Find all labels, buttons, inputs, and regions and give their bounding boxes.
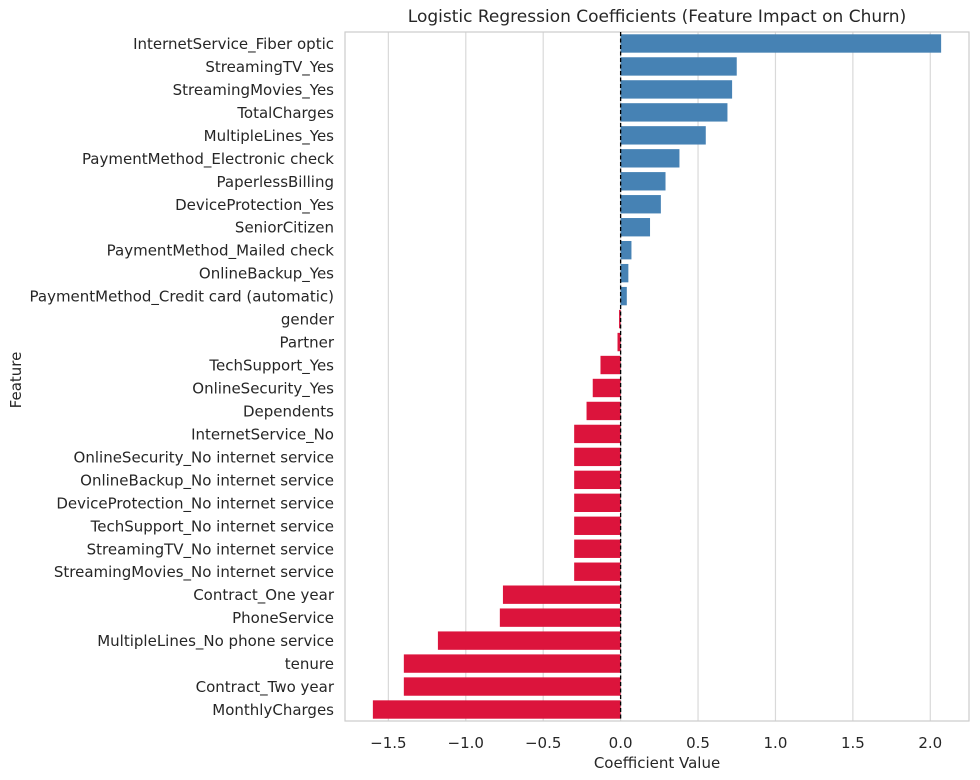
y-tick-label: StreamingTV_No internet service — [87, 540, 334, 559]
y-tick-label: DeviceProtection_Yes — [175, 196, 334, 215]
bar — [620, 57, 737, 76]
y-tick-label: TechSupport_No internet service — [90, 517, 334, 536]
y-tick-label: OnlineSecurity_No internet service — [74, 448, 334, 467]
y-tick-label: OnlineSecurity_Yes — [192, 379, 334, 398]
bar — [437, 631, 621, 650]
y-tick-label: OnlineBackup_Yes — [199, 265, 334, 284]
bar — [574, 562, 621, 581]
bar — [620, 263, 629, 283]
bar — [620, 218, 651, 237]
bar — [574, 470, 621, 490]
y-tick-label: StreamingMovies_No internet service — [54, 563, 334, 582]
bar — [574, 539, 621, 558]
bar — [403, 654, 621, 673]
y-tick-label: PaperlessBilling — [217, 173, 335, 191]
bar — [372, 700, 621, 719]
bar — [620, 103, 728, 122]
bar — [586, 401, 621, 421]
x-axis-label: Coefficient Value — [594, 754, 720, 772]
bar — [574, 447, 621, 467]
bar — [620, 172, 666, 191]
x-tick-label: −1.5 — [370, 734, 406, 752]
y-tick-label: MonthlyCharges — [212, 701, 334, 719]
y-tick-label: DeviceProtection_No internet service — [56, 494, 334, 513]
bar — [619, 309, 621, 329]
bar — [620, 126, 706, 145]
y-axis-label: Feature — [7, 352, 25, 409]
y-tick-label: MultipleLines_Yes — [204, 127, 335, 146]
y-tick-label: TechSupport_Yes — [208, 357, 334, 376]
y-tick-label: StreamingMovies_Yes — [173, 81, 335, 100]
y-tick-label: TotalCharges — [236, 104, 334, 122]
x-tick-labels: −1.5 −1.0 −0.5 0.0 0.5 1.0 1.5 2.0 — [370, 734, 942, 752]
plot-frame — [344, 31, 970, 722]
x-tick-label: 1.0 — [764, 734, 788, 752]
y-tick-label: Partner — [279, 334, 334, 352]
bar — [600, 355, 621, 375]
bar — [620, 34, 942, 53]
y-tick-label: MultipleLines_No phone service — [97, 632, 334, 651]
x-tick-label: −1.0 — [448, 734, 484, 752]
y-tick-label: gender — [281, 311, 335, 329]
y-tick-labels: InternetService_Fiber optic StreamingTV_Y… — [30, 35, 335, 719]
bar — [620, 149, 680, 168]
y-tick-label: InternetService_No — [191, 425, 334, 444]
bar — [620, 240, 632, 260]
bars — [372, 34, 942, 719]
y-tick-label: PaymentMethod_Credit card (automatic) — [30, 288, 335, 307]
bar — [502, 585, 621, 604]
bar — [620, 195, 661, 214]
bar — [620, 80, 733, 99]
bar — [574, 493, 621, 513]
y-tick-label: PhoneService — [232, 609, 334, 627]
x-tick-label: 2.0 — [918, 734, 942, 752]
x-tick-label: 0.5 — [686, 734, 710, 752]
bar — [620, 286, 627, 306]
y-tick-label: InternetService_Fiber optic — [133, 35, 334, 54]
x-tick-label: 0.0 — [609, 734, 633, 752]
bar — [592, 378, 621, 398]
y-tick-label: StreamingTV_Yes — [205, 58, 334, 77]
bar — [574, 516, 621, 535]
y-tick-label: Dependents — [243, 402, 334, 420]
chart-title: Logistic Regression Coefficients (Featur… — [408, 7, 906, 27]
y-tick-label: OnlineBackup_No internet service — [80, 471, 334, 490]
y-tick-label: PaymentMethod_Mailed check — [107, 242, 335, 261]
x-tick-label: −0.5 — [525, 734, 561, 752]
y-tick-label: PaymentMethod_Electronic check — [82, 150, 334, 169]
y-tick-label: Contract_One year — [193, 586, 335, 605]
grid-lines — [387, 32, 931, 721]
y-tick-label: tenure — [285, 655, 334, 673]
bar — [617, 332, 621, 352]
bar — [403, 677, 621, 696]
y-tick-label: SeniorCitizen — [235, 219, 334, 237]
y-tick-label: Contract_Two year — [196, 678, 335, 697]
bar — [499, 608, 621, 627]
bar — [574, 424, 621, 444]
x-tick-label: 1.5 — [841, 734, 865, 752]
